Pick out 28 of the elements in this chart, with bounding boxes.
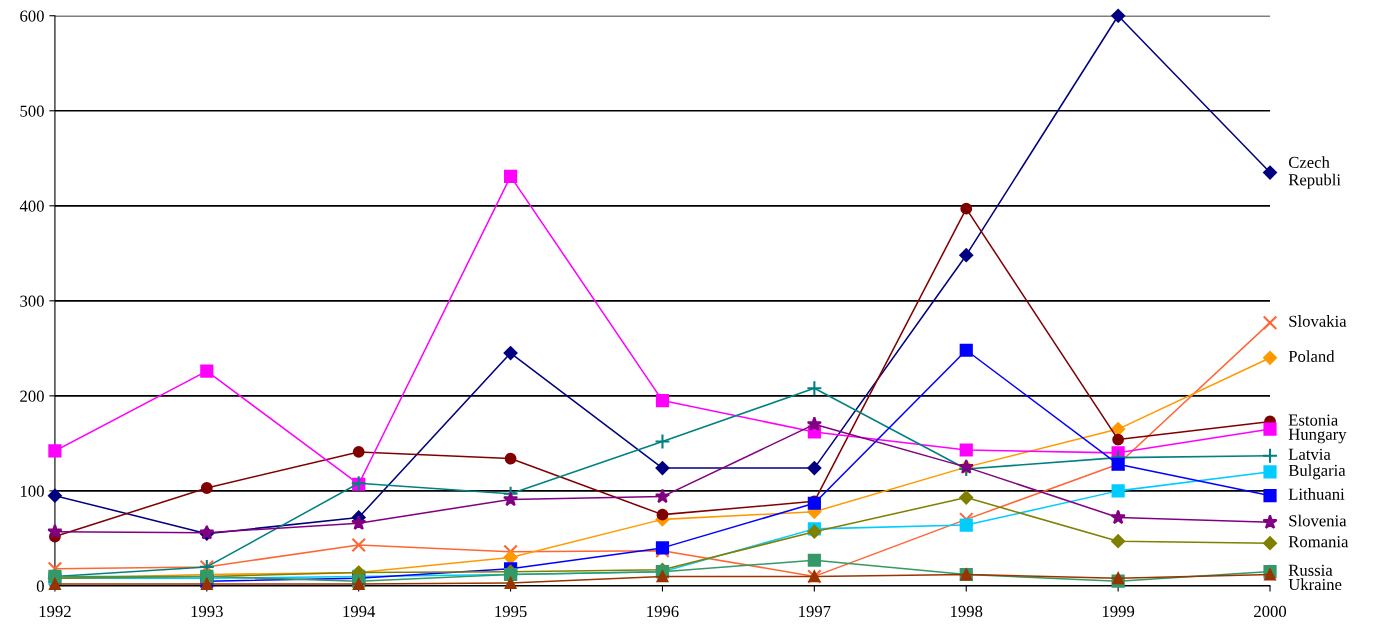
y-tick-label: 600 bbox=[20, 10, 44, 22]
series-label: Slovakia bbox=[1289, 315, 1347, 327]
x-tick-label: 1997 bbox=[799, 605, 831, 618]
y-tick-label: 500 bbox=[20, 105, 44, 117]
y-tick-label: 400 bbox=[19, 200, 44, 212]
y-tick-label: 0 bbox=[36, 580, 44, 592]
x-tick-label: 1999 bbox=[1102, 605, 1135, 618]
x-tick-label: 1993 bbox=[191, 605, 223, 618]
y-tick-label: 100 bbox=[20, 485, 44, 497]
x-tick-label: 1998 bbox=[951, 605, 983, 618]
series-label: Bulgaria bbox=[1288, 464, 1346, 480]
series-label: Lithuani bbox=[1288, 488, 1345, 500]
x-tick-label: 1994 bbox=[343, 605, 376, 618]
x-tick-label: 1992 bbox=[39, 605, 71, 618]
series-label: Estonia bbox=[1288, 414, 1339, 426]
series-label: Ukraine bbox=[1288, 578, 1342, 591]
y-tick-label: 300 bbox=[20, 295, 44, 307]
x-tick-label: 1996 bbox=[647, 605, 679, 618]
series-label: Czech Republi bbox=[1288, 156, 1341, 189]
series-label: Poland bbox=[1288, 350, 1335, 363]
series-label: Romania bbox=[1288, 536, 1349, 548]
series-label: Slovenia bbox=[1289, 514, 1347, 527]
x-tick-label: 1995 bbox=[495, 605, 527, 618]
series-label: Latvia bbox=[1288, 448, 1331, 460]
series-label: Russia bbox=[1288, 564, 1333, 576]
y-tick-label: 200 bbox=[20, 390, 44, 402]
x-tick-label: 2000 bbox=[1254, 605, 1287, 618]
series-label: Hungary bbox=[1288, 428, 1347, 444]
